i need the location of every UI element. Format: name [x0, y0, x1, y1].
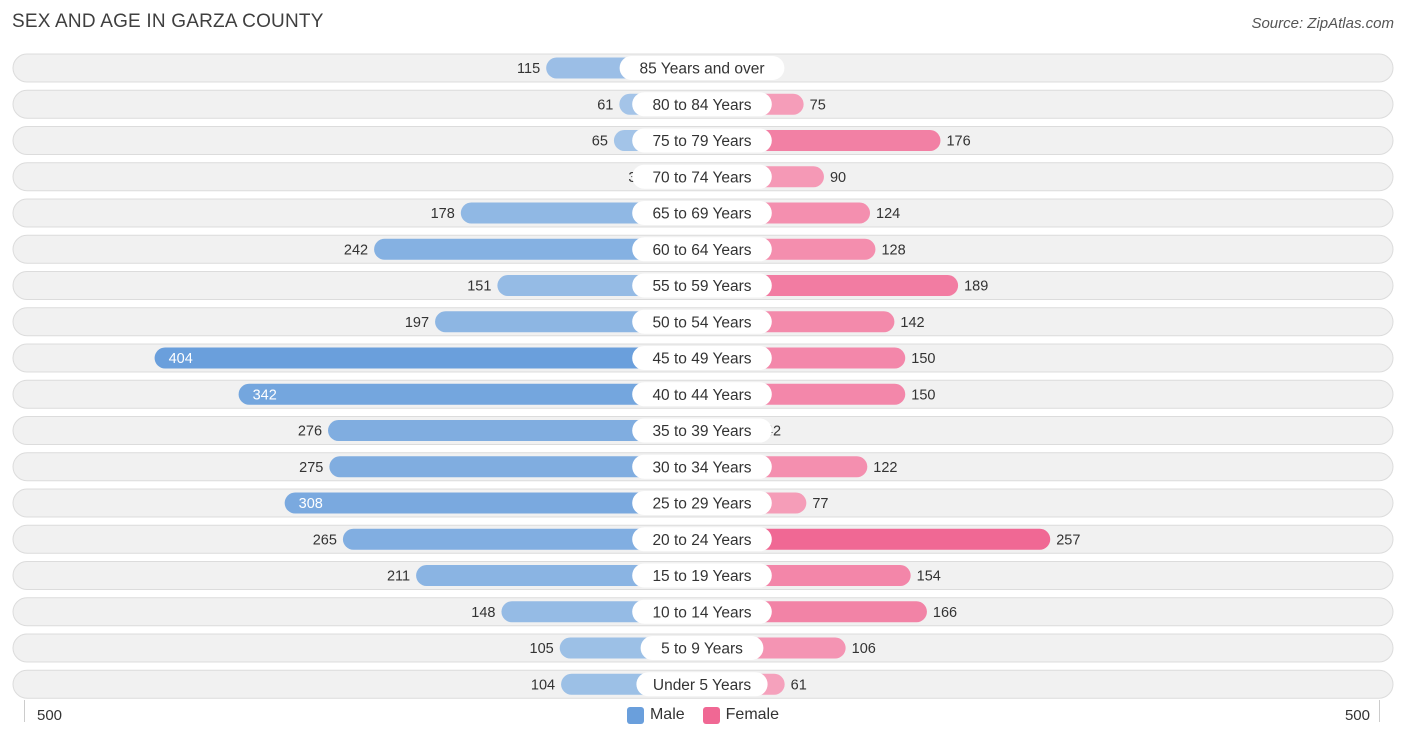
category-label: 55 to 59 Years	[652, 278, 751, 295]
category-pill	[632, 527, 772, 552]
category-label: 45 to 49 Years	[652, 351, 751, 368]
female-swatch	[702, 706, 720, 724]
category-label: 85 Years and over	[640, 61, 765, 78]
male-value-label: 275	[299, 460, 323, 476]
male-value-label: 65	[592, 134, 608, 150]
male-value-label: 276	[298, 424, 322, 440]
category-pill	[632, 491, 772, 515]
male-value-label: 197	[405, 315, 429, 331]
male-value-label: 115	[517, 61, 540, 77]
category-label: 15 to 19 Years	[652, 568, 751, 585]
category-pill	[632, 454, 772, 479]
axis-left-label: 500	[37, 707, 63, 724]
legend: Male Female	[0, 706, 1406, 724]
category-pill	[632, 599, 772, 624]
male-value-label: 211	[387, 569, 410, 585]
male-value-label: 105	[530, 641, 554, 657]
category-label: 40 to 44 Years	[652, 387, 751, 404]
female-value-label: 90	[830, 170, 846, 186]
category-pill	[632, 382, 772, 407]
category-label: 30 to 34 Years	[652, 459, 751, 476]
male-bar	[374, 238, 702, 260]
male-value-label: 104	[531, 677, 555, 693]
female-value-label: 106	[852, 641, 876, 657]
male-value-label: 242	[344, 242, 368, 258]
female-value-label: 77	[812, 496, 828, 512]
category-pill	[632, 237, 772, 262]
female-value-label: 166	[933, 605, 957, 621]
chart-title: SEX AND AGE IN GARZA COUNTY	[12, 11, 324, 32]
category-label: 50 to 54 Years	[652, 314, 751, 331]
male-bar	[342, 528, 702, 550]
male-bar	[329, 456, 702, 478]
male-value-label: 178	[431, 206, 455, 222]
female-value-label: 124	[876, 206, 900, 222]
male-bar	[238, 383, 702, 405]
category-pill	[632, 309, 772, 334]
category-pill	[632, 92, 772, 117]
source-label: Source: ZipAtlas.com	[1251, 15, 1394, 32]
category-pill	[632, 346, 772, 370]
legend-item-male: Male	[626, 706, 685, 724]
female-value-label: 257	[1056, 532, 1080, 548]
category-pill	[632, 164, 772, 189]
axis-right-label: 500	[1344, 707, 1370, 724]
male-value-label: 148	[471, 605, 495, 621]
category-label: 65 to 69 Years	[652, 206, 751, 223]
female-value-label: 189	[964, 279, 988, 295]
category-pill	[619, 56, 785, 80]
male-bar	[416, 565, 702, 586]
female-value-label: 128	[881, 242, 905, 258]
category-label: Under 5 Years	[653, 677, 751, 694]
category-label: 75 to 79 Years	[652, 133, 751, 150]
category-label: 20 to 24 Years	[652, 532, 751, 549]
category-pill	[632, 273, 772, 298]
male-bar	[154, 347, 702, 369]
category-label: 25 to 29 Years	[652, 496, 751, 513]
legend-female-label: Female	[725, 706, 780, 723]
category-label: 10 to 14 Years	[652, 604, 751, 621]
female-value-label: 61	[791, 677, 807, 693]
category-label: 35 to 39 Years	[652, 423, 751, 440]
female-bar	[702, 528, 1051, 550]
female-value-label: 150	[911, 351, 935, 367]
category-pill	[636, 672, 768, 697]
category-pill	[632, 418, 772, 443]
female-value-label: 122	[873, 460, 897, 476]
male-value-label: 265	[313, 532, 337, 548]
male-value-label: 61	[597, 97, 613, 113]
category-pill	[632, 201, 772, 225]
category-pill	[640, 636, 764, 660]
female-value-label: 154	[917, 569, 941, 585]
female-value-label: 150	[911, 387, 935, 403]
category-label: 70 to 74 Years	[652, 169, 751, 186]
category-pill	[632, 128, 772, 153]
male-value-label: 151	[467, 279, 491, 295]
male-bar	[284, 492, 702, 514]
male-value-label: 404	[169, 351, 193, 367]
female-value-label: 142	[900, 315, 924, 331]
female-value-label: 176	[946, 134, 970, 150]
male-value-label: 342	[253, 387, 277, 403]
male-value-label: 308	[299, 496, 323, 512]
legend-male-label: Male	[649, 706, 685, 723]
category-label: 5 to 9 Years	[661, 641, 743, 658]
legend-item-female: Female	[702, 706, 780, 724]
category-label: 80 to 84 Years	[652, 97, 751, 114]
category-pill	[632, 563, 772, 588]
female-value-label: 75	[810, 97, 826, 113]
category-label: 60 to 64 Years	[652, 242, 751, 259]
male-bar	[328, 420, 702, 441]
male-swatch	[626, 706, 644, 724]
